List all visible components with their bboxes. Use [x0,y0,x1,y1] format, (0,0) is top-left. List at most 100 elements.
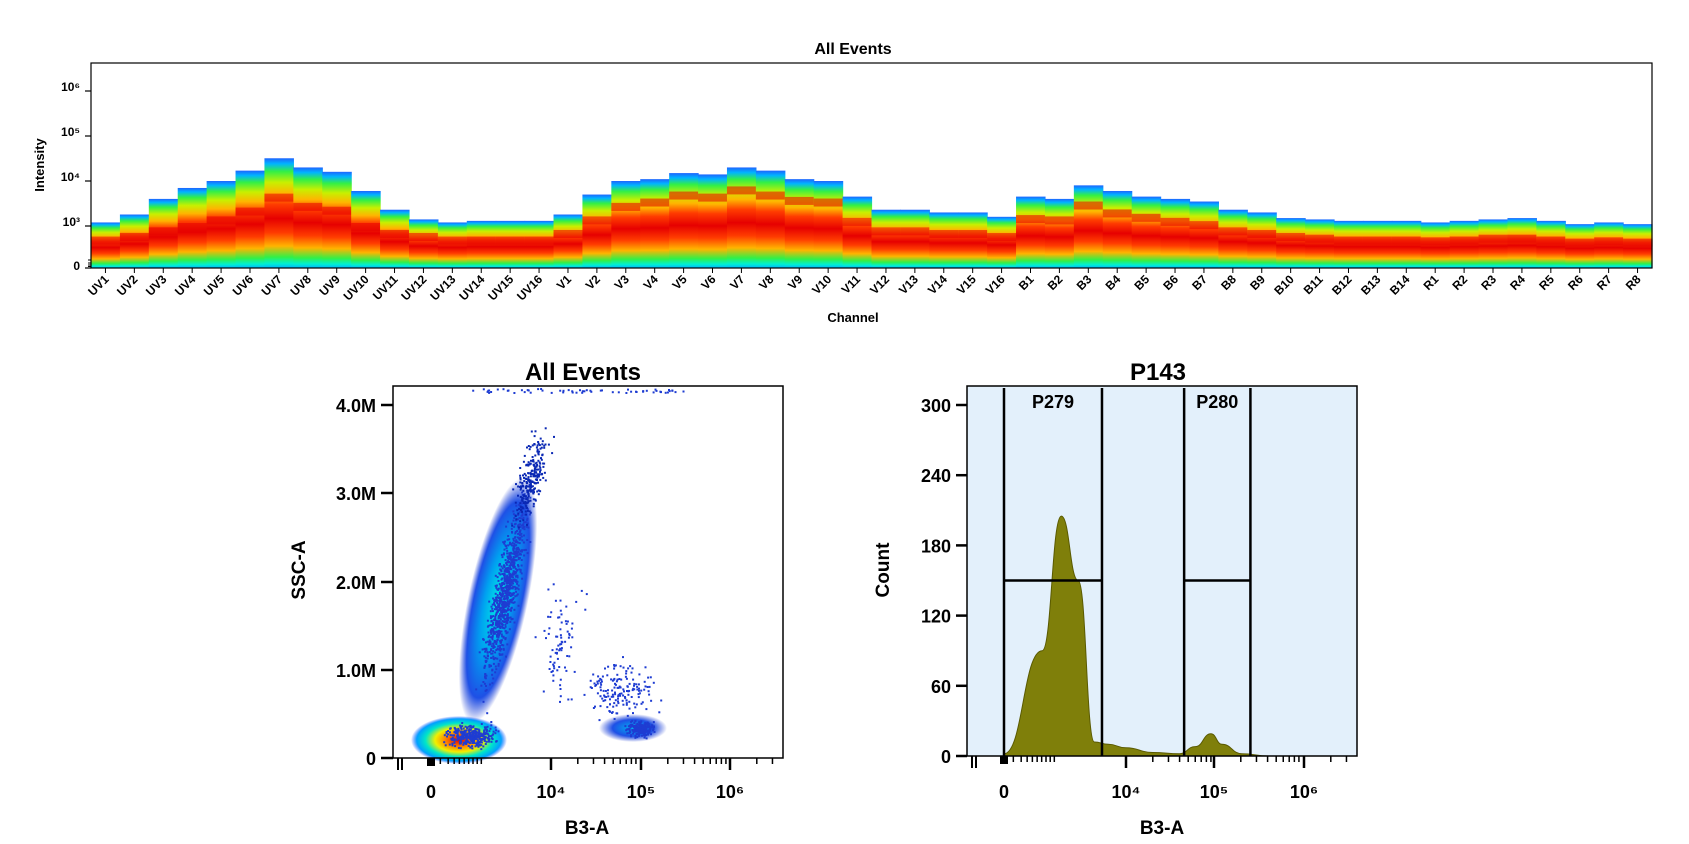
dotplot-event [598,679,601,682]
dotplot-event [483,682,486,685]
dotplot-event [644,666,647,669]
dotplot-event [528,481,531,484]
dotplot-event [483,647,486,650]
dotplot-event [515,519,518,522]
dotplot-event [482,735,485,738]
dotplot-event [499,639,502,642]
dotplot-event [593,682,596,685]
dotplot-event [506,538,509,541]
dotplot-event [478,743,481,746]
heatmap-x-tick-labels: UV1 UV2 UV3 UV4 UV5 UV6 UV7 UV8 UV9UV10UV11UV12U… [85,268,1644,303]
dotplot-event [520,502,523,505]
dotplot-event [500,614,502,617]
dotplot-event [512,561,515,564]
dotplot-event [494,651,497,654]
gate-p279[interactable]: P279 [1002,388,1104,756]
dotplot-event [501,613,504,616]
dotplot-event [501,623,504,626]
dotplot-event [552,674,555,677]
heatmap-column-v6 [698,174,728,268]
dotplot-event [512,519,515,522]
gate-p280[interactable]: P280 [1182,388,1252,756]
dotplot-event [518,523,521,526]
dotplot-event [519,533,522,536]
dotplot-event [498,597,501,599]
dotplot-event [484,677,487,680]
dotplot-event [509,562,512,565]
dotplot-event [613,686,616,689]
dotplot-event [492,733,495,736]
dotplot-event [617,694,620,697]
dotplot-event [538,444,541,447]
dotplot-event [509,592,512,595]
dotplot-event [651,725,654,728]
dotplot-event [617,702,620,705]
dotplot-event [533,469,536,472]
dotplot-event [524,486,527,489]
dotplot-event [491,634,494,637]
dotplot-event [516,540,518,543]
dotplot-event [524,477,527,480]
dotplot-event [643,736,646,739]
dotplot-event [478,736,481,739]
dotplot-event [506,591,509,594]
dotplot-event [535,461,538,464]
dotplot-event [503,589,506,592]
dotplot-event [496,388,499,391]
dotplot-event [627,725,630,728]
dotplot-event [511,617,514,620]
dotplot-event [514,595,517,598]
dotplot-event [489,615,492,618]
heatmap-peak-uv3 [148,227,179,236]
dotplot-event [631,689,634,692]
histogram-y-tick-0: 0 [941,747,951,767]
dotplot-event [539,469,542,472]
dotplot-event [518,503,521,506]
dotplot-event [496,623,499,626]
dotplot-event [466,732,469,735]
dotplot-event [564,640,567,643]
dotplot-event [595,683,598,686]
histogram-y-label: Count [873,542,894,598]
dotplot-event [513,552,516,555]
dotplot-event [521,577,524,580]
dotplot-event [498,564,501,567]
dotplot-event [666,391,669,394]
dotplot-event [491,638,494,641]
dotplot-event [496,621,499,624]
dotplot-event [645,726,647,729]
dotplot-event [592,673,595,676]
heatmap-x-tick-label-b7: B7 [1189,272,1210,293]
dotplot-event [503,542,506,545]
dotplot-event [613,665,616,668]
dotplot-event [544,479,547,482]
dotplot-event [607,695,610,698]
dotplot-event [464,725,467,728]
dotplot-event [500,599,503,602]
dotplot-event [480,684,483,687]
dotplot-event [501,592,504,595]
dotplot-event [519,481,522,484]
dotplot-event [639,721,642,724]
dotplot-event [636,723,639,726]
dotplot-event [514,501,517,504]
dotplot-event [495,613,498,616]
heatmap-column-v13 [900,209,930,268]
dotplot-y-axis: 0 1.0M 2.0M 3.0M 4.0M [336,396,393,769]
heatmap-x-tick-label-v16: V16 [983,272,1008,297]
dotplot-event [543,471,546,474]
dotplot-event [520,485,523,488]
heatmap-peak-v8 [755,191,786,200]
dotplot-event [568,632,571,635]
dotplot-event [499,632,501,635]
dotplot-event [480,739,483,742]
heatmap-peak-uv11 [380,229,410,238]
histogram-y-tick-60: 60 [931,677,951,697]
dotplot-event [565,605,568,608]
heatmap-peak-v16 [987,232,1017,241]
dotplot-event [506,574,509,577]
dotplot-event [480,744,483,747]
dotplot-event [516,587,519,590]
dotplot-event [507,535,510,537]
dotplot-event [485,730,488,732]
